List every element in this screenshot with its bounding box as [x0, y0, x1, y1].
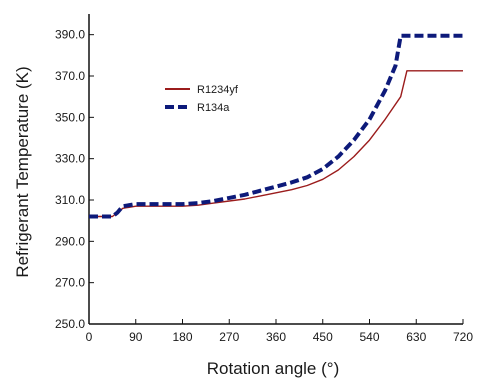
x-tick-label-2: 180	[172, 330, 192, 344]
x-axis-title: Rotation angle (°)	[207, 359, 339, 378]
x-tick-label-7: 630	[406, 330, 426, 344]
y-tick-label-6: 370.0	[55, 69, 85, 83]
x-tick-label-0: 0	[86, 330, 93, 344]
tick-marks	[88, 34, 464, 325]
y-axis-title: Refrigerant Temperature (K)	[13, 66, 32, 277]
y-tick-label-1: 270.0	[55, 276, 85, 290]
legend-label-r1234yf: R1234yf	[197, 84, 239, 96]
axes	[88, 14, 463, 325]
series-line-r1234yf	[89, 70, 463, 218]
x-tick-label-8: 720	[453, 330, 473, 344]
x-tick-label-6: 540	[359, 330, 379, 344]
y-tick-label-4: 330.0	[55, 152, 85, 166]
y-tick-label-0: 250.0	[55, 317, 85, 331]
x-tick-label-5: 450	[313, 330, 333, 344]
tick-labels: 0 90 180 270 360 450 540 630 720 250.0 270.0 290.0 3…	[55, 28, 473, 344]
legend: R1234yf R134a	[165, 84, 239, 114]
y-tick-label-7: 390.0	[55, 28, 85, 42]
series-layer	[89, 33, 463, 219]
x-tick-label-1: 90	[129, 330, 143, 344]
series-line-r134a	[89, 33, 463, 219]
y-tick-label-2: 290.0	[55, 234, 85, 248]
legend-label-r134a: R134a	[197, 102, 230, 114]
x-tick-label-4: 360	[266, 330, 286, 344]
y-tick-label-5: 350.0	[55, 110, 85, 124]
y-tick-label-3: 310.0	[55, 193, 85, 207]
x-tick-label-3: 270	[219, 330, 239, 344]
